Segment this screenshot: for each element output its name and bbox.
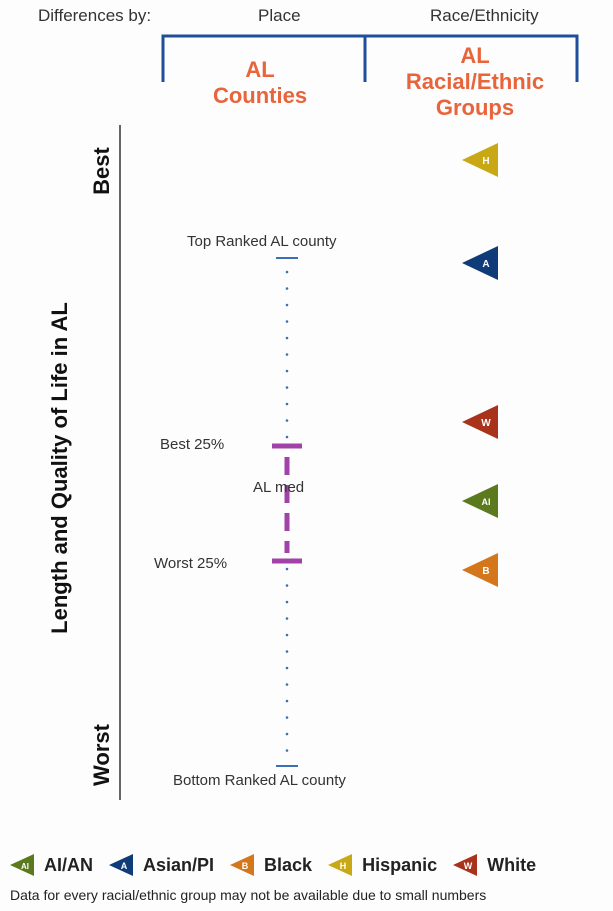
legend-item-hispanic: H Hispanic — [326, 852, 437, 878]
county-dot — [285, 369, 289, 373]
group-markers: H A W AI B — [462, 143, 498, 587]
county-dot — [285, 584, 289, 587]
group-marker-letter: W — [481, 418, 491, 429]
county-dot — [285, 732, 289, 736]
race-ethnicity-label: Race/Ethnicity — [430, 6, 539, 25]
county-dot — [285, 386, 289, 389]
top-ranked-label: Top Ranked AL county — [187, 233, 337, 250]
group-marker-hispanic: H — [462, 143, 498, 177]
aian-marker-icon: AI — [10, 854, 34, 876]
worst25-label: Worst 25% — [154, 555, 228, 572]
legend-item-white: W White — [451, 852, 536, 878]
footnote: Data for every racial/ethnic group may n… — [10, 887, 487, 903]
county-dot — [285, 336, 289, 340]
black-marker-icon: B — [230, 854, 255, 876]
county-dot — [285, 716, 289, 719]
county-dot — [285, 287, 289, 290]
legend-item-aian: AI AI/AN — [8, 852, 93, 878]
bottom-ranked-label: Bottom Ranked AL county — [173, 772, 346, 789]
group-marker-letter: A — [482, 259, 489, 270]
groups-heading-line2: Racial/Ethnic — [405, 68, 545, 94]
svg-text:B: B — [242, 861, 249, 871]
group-marker-letter: H — [482, 156, 489, 167]
legend-label-black: Black — [264, 854, 313, 875]
county-dot — [285, 402, 289, 406]
county-dot — [285, 320, 289, 323]
group-marker-asian: A — [462, 246, 498, 280]
county-dot — [285, 600, 289, 604]
legend: AI AI/AN A Asian/PI B Black H Hispanic W… — [8, 852, 550, 878]
counties-heading: AL Counties — [205, 57, 315, 109]
groups-heading-line3: Groups — [435, 94, 515, 120]
county-dot — [285, 749, 289, 752]
group-marker-white: W — [462, 405, 498, 439]
group-marker-aian: AI — [462, 484, 498, 518]
county-dots — [285, 270, 289, 752]
bracket-outline — [161, 34, 579, 82]
legend-item-black: B Black — [228, 852, 312, 878]
groups-heading-line1: AL — [460, 43, 490, 68]
best25-label: Best 25% — [160, 436, 225, 453]
county-dot — [285, 353, 289, 356]
legend-label-white: White — [487, 854, 537, 875]
differences-by-label: Differences by: — [38, 6, 152, 25]
county-dot — [285, 303, 289, 307]
county-dot — [285, 699, 289, 703]
county-dot — [285, 270, 289, 274]
groups-heading: AL Racial/Ethnic Groups — [390, 43, 560, 121]
county-dot — [285, 633, 289, 637]
svg-text:AI: AI — [21, 862, 29, 871]
counties-heading-line2: Counties — [212, 82, 308, 108]
svg-text:A: A — [121, 861, 128, 871]
group-marker-letter: AI — [482, 497, 491, 507]
county-dot — [285, 435, 289, 439]
county-dot — [285, 617, 289, 620]
white-marker-icon: W — [453, 854, 478, 876]
county-dot — [285, 650, 289, 653]
legend-label-hispanic: Hispanic — [362, 854, 438, 875]
legend-item-asian: A Asian/PI — [107, 852, 214, 878]
county-dot — [285, 567, 289, 571]
group-marker-letter: B — [482, 566, 489, 577]
legend-label-aian: AI/AN — [44, 854, 93, 875]
counties-heading-line1: AL — [245, 57, 275, 82]
median-label: AL med — [253, 479, 305, 496]
hispanic-marker-icon: H — [328, 854, 353, 876]
svg-text:W: W — [464, 861, 473, 871]
place-label: Place — [258, 6, 301, 25]
group-marker-black: B — [462, 553, 498, 587]
asian-marker-icon: A — [109, 854, 133, 876]
legend-label-asian: Asian/PI — [143, 854, 215, 875]
county-dot — [285, 666, 289, 670]
header-brackets — [161, 34, 579, 82]
svg-text:H: H — [340, 861, 347, 871]
county-dot — [285, 419, 289, 422]
county-dot — [285, 683, 289, 686]
